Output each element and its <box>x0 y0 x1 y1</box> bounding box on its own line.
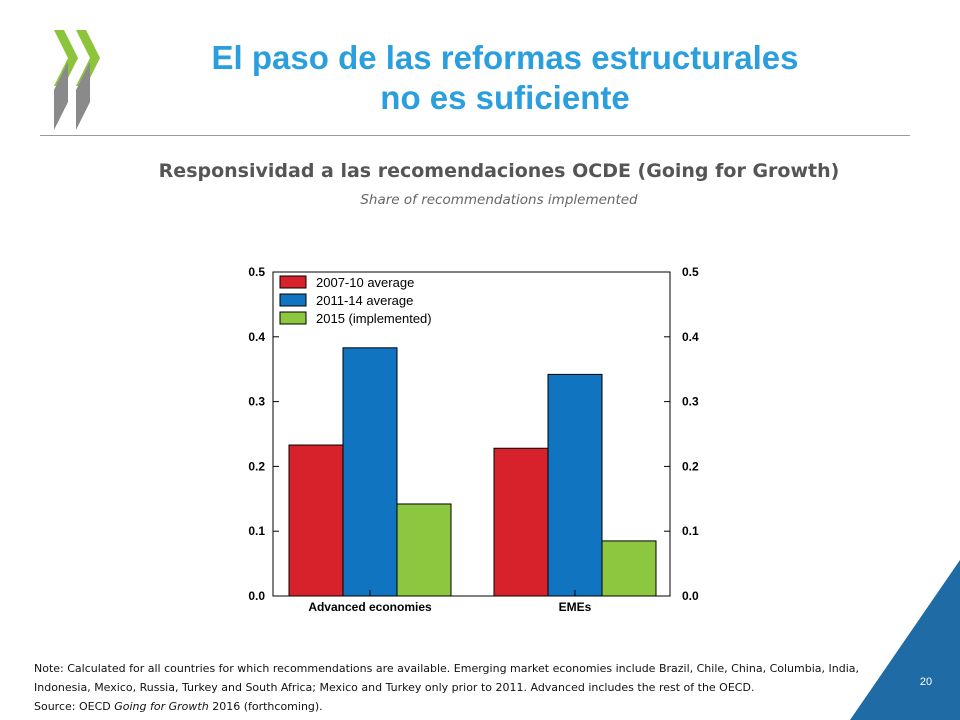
bar <box>396 503 452 597</box>
corner-decoration <box>850 560 960 720</box>
bar <box>547 373 603 597</box>
logo-grey-lower-left <box>54 62 68 130</box>
bar <box>493 447 549 597</box>
legend-label: 2015 (implemented) <box>316 311 432 326</box>
x-category-label: Advanced economies <box>308 600 432 614</box>
slide-title: El paso de las reformas estructurales no… <box>120 38 890 118</box>
y-tick-label-right: 0.0 <box>682 589 699 603</box>
y-tick-label-left: 0.1 <box>248 524 265 538</box>
legend-label: 2007-10 average <box>316 275 414 290</box>
legend-swatch <box>279 275 307 289</box>
y-tick-label-left: 0.2 <box>248 459 265 473</box>
source-paragraph: Source: OECD Going for Growth 2016 (fort… <box>34 700 323 713</box>
plot-frame <box>272 271 671 597</box>
y-tick-label-left: 0.0 <box>248 589 265 603</box>
slide-title-line2: no es suficiente <box>380 79 630 116</box>
page-number: 20 <box>919 676 933 688</box>
note-paragraph: Note: Calculated for all countries for w… <box>34 662 859 694</box>
chart-subtitle: Share of recommendations implemented <box>360 192 638 208</box>
y-tick-label-left: 0.4 <box>248 330 265 344</box>
logo-grey-lower-right <box>76 62 90 130</box>
bar <box>342 347 398 597</box>
oecd-logo-icon <box>54 30 100 130</box>
legend-swatch <box>279 293 307 307</box>
note-text: : Calculated for all countries for which… <box>34 662 859 694</box>
slide-title-line1: El paso de las reformas estructurales <box>211 39 799 76</box>
y-tick-label-left: 0.5 <box>248 265 265 279</box>
bar <box>601 540 657 597</box>
legend-swatch <box>279 311 307 325</box>
title-divider <box>40 135 910 136</box>
y-tick-label-right: 0.1 <box>682 524 699 538</box>
chart-title: Responsividad a las recomendaciones OCDE… <box>158 160 840 182</box>
y-tick-label-right: 0.5 <box>682 265 699 279</box>
y-tick-label-right: 0.2 <box>682 459 699 473</box>
y-tick-label-right: 0.4 <box>682 330 699 344</box>
x-category-label: EMEs <box>559 600 592 614</box>
footnote: Note: Calculated for all countries for w… <box>34 659 904 716</box>
y-tick-label-left: 0.3 <box>248 395 265 409</box>
y-tick-label-right: 0.3 <box>682 395 699 409</box>
legend-label: 2011-14 average <box>316 293 413 308</box>
source-italic: Going for Growth <box>114 700 209 713</box>
bar <box>288 444 344 597</box>
